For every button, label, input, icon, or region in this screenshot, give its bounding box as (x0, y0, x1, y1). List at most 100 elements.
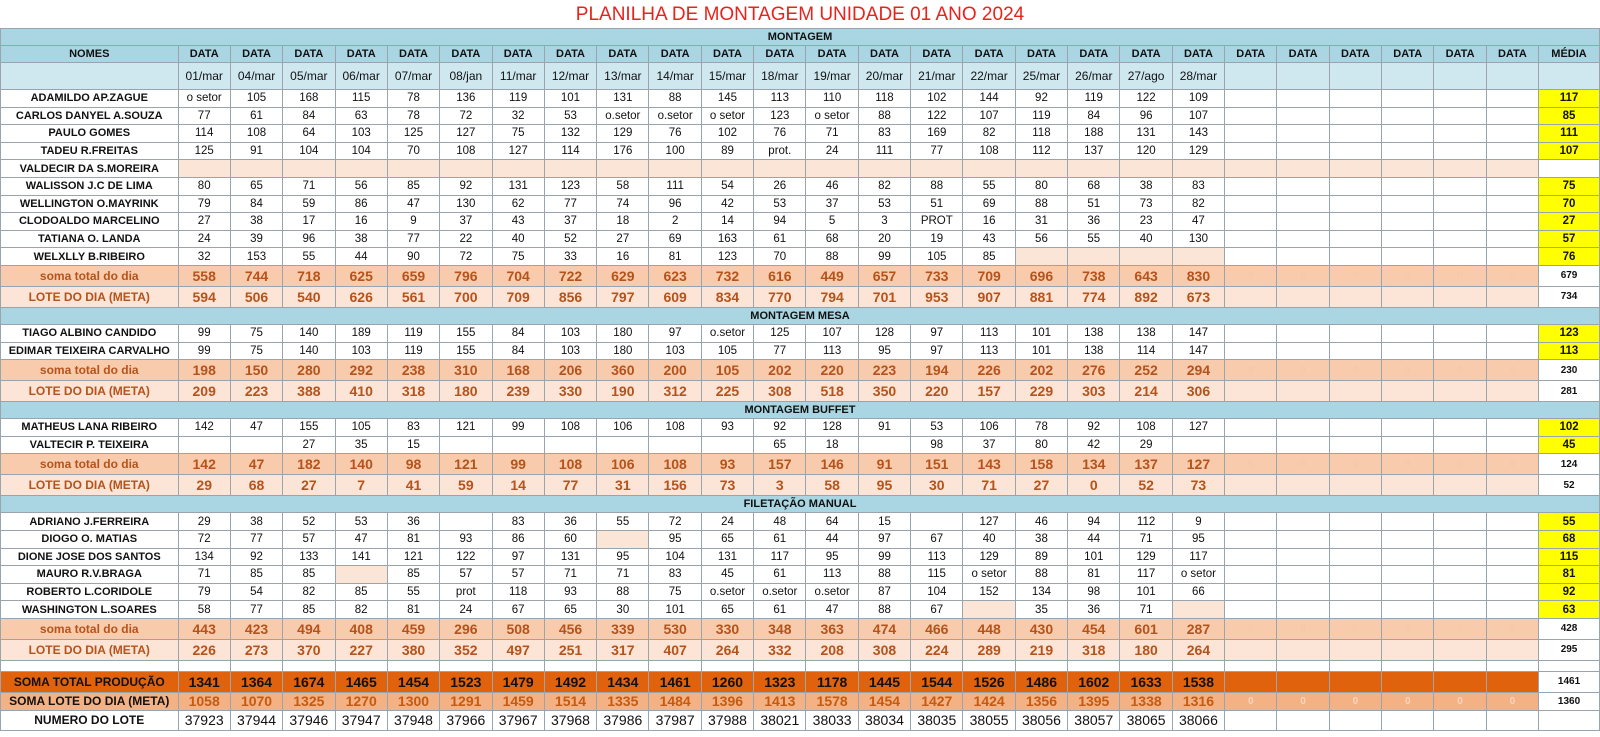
production-cell[interactable]: 43 (491, 212, 545, 231)
production-cell[interactable] (1433, 159, 1487, 178)
production-cell[interactable]: 85 (229, 565, 284, 584)
production-cell[interactable]: 141 (334, 547, 388, 567)
production-cell[interactable]: 36 (1067, 212, 1121, 231)
production-cell[interactable]: 125 (177, 141, 231, 161)
production-cell[interactable]: 81 (1067, 565, 1121, 584)
production-cell[interactable]: 19 (910, 229, 964, 249)
production-cell[interactable] (910, 159, 964, 178)
production-cell[interactable]: 94 (1067, 512, 1121, 531)
production-cell[interactable] (229, 435, 284, 455)
production-cell[interactable]: 14 (700, 212, 755, 231)
production-cell[interactable]: 71 (596, 565, 650, 584)
production-cell[interactable] (1328, 435, 1383, 455)
production-cell[interactable]: 61 (229, 106, 284, 126)
production-cell[interactable] (1381, 229, 1435, 249)
production-cell[interactable] (1381, 176, 1435, 196)
production-cell[interactable]: 153 (229, 247, 284, 266)
production-cell[interactable]: 99 (857, 247, 912, 266)
production-cell[interactable]: 97 (857, 529, 912, 549)
production-cell[interactable]: 39 (229, 229, 284, 249)
production-cell[interactable]: 87 (857, 582, 912, 602)
production-cell[interactable] (1171, 600, 1226, 619)
production-cell[interactable]: 75 (648, 582, 702, 602)
production-cell[interactable] (1276, 435, 1330, 455)
production-cell[interactable]: 72 (439, 247, 493, 266)
production-cell[interactable] (1433, 106, 1487, 126)
production-cell[interactable]: 80 (1014, 176, 1069, 196)
production-cell[interactable]: 84 (491, 341, 545, 361)
production-cell[interactable]: 140 (282, 341, 336, 361)
production-cell[interactable] (1485, 341, 1540, 361)
production-cell[interactable]: 107 (805, 323, 859, 343)
production-cell[interactable] (857, 435, 912, 455)
production-cell[interactable]: 67 (910, 600, 964, 619)
production-cell[interactable]: 85 (334, 582, 388, 602)
production-cell[interactable] (1276, 547, 1330, 567)
production-cell[interactable] (1328, 229, 1383, 249)
production-cell[interactable]: 74 (596, 194, 650, 214)
production-cell[interactable] (334, 565, 388, 584)
production-cell[interactable]: 47 (334, 529, 388, 549)
production-cell[interactable] (1381, 512, 1435, 531)
production-cell[interactable]: 53 (753, 194, 807, 214)
production-cell[interactable]: 69 (962, 194, 1016, 214)
production-cell[interactable]: 109 (1171, 89, 1226, 108)
production-cell[interactable] (1433, 547, 1487, 567)
production-cell[interactable] (1328, 565, 1383, 584)
production-cell[interactable]: 54 (700, 176, 755, 196)
production-cell[interactable]: 72 (439, 106, 493, 126)
production-cell[interactable] (439, 159, 493, 178)
production-cell[interactable]: 120 (1119, 141, 1173, 161)
production-cell[interactable] (439, 512, 493, 531)
production-cell[interactable]: 131 (1119, 124, 1173, 143)
production-cell[interactable] (1381, 547, 1435, 567)
production-cell[interactable]: 111 (648, 176, 702, 196)
production-cell[interactable]: 131 (491, 176, 545, 196)
production-cell[interactable]: 59 (282, 194, 336, 214)
production-cell[interactable] (177, 159, 231, 178)
production-cell[interactable]: 42 (1067, 435, 1121, 455)
production-cell[interactable]: 55 (386, 582, 441, 602)
production-cell[interactable]: o.setor (596, 106, 650, 126)
production-cell[interactable] (1328, 600, 1383, 619)
production-cell[interactable]: 68 (805, 229, 859, 249)
production-cell[interactable]: 114 (177, 124, 231, 143)
production-cell[interactable]: 89 (1014, 547, 1069, 567)
production-cell[interactable]: 71 (282, 176, 336, 196)
production-cell[interactable] (1276, 89, 1330, 108)
production-cell[interactable]: 108 (439, 141, 493, 161)
production-cell[interactable]: 51 (910, 194, 964, 214)
production-cell[interactable]: 79 (177, 582, 231, 602)
production-cell[interactable]: 65 (229, 176, 284, 196)
production-cell[interactable]: 27 (282, 435, 336, 455)
production-cell[interactable] (1276, 194, 1330, 214)
production-cell[interactable]: 128 (857, 323, 912, 343)
production-cell[interactable]: 84 (491, 323, 545, 343)
production-cell[interactable] (1224, 582, 1278, 602)
production-cell[interactable] (1433, 124, 1487, 143)
production-cell[interactable]: 114 (543, 141, 598, 161)
production-cell[interactable] (1485, 565, 1540, 584)
production-cell[interactable]: 48 (753, 512, 807, 531)
production-cell[interactable]: 123 (543, 176, 598, 196)
production-cell[interactable]: 78 (386, 106, 441, 126)
production-cell[interactable]: 95 (857, 341, 912, 361)
production-cell[interactable]: 104 (910, 582, 964, 602)
production-cell[interactable]: 117 (1119, 565, 1173, 584)
production-cell[interactable] (1485, 106, 1540, 126)
production-cell[interactable]: 131 (596, 89, 650, 108)
production-cell[interactable]: 77 (229, 600, 284, 619)
production-cell[interactable] (1276, 418, 1330, 437)
production-cell[interactable] (1276, 247, 1330, 266)
production-cell[interactable] (1171, 159, 1226, 178)
production-cell[interactable]: 2 (648, 212, 702, 231)
production-cell[interactable]: 70 (386, 141, 441, 161)
production-cell[interactable]: 56 (334, 176, 388, 196)
production-cell[interactable] (1328, 418, 1383, 437)
production-cell[interactable]: 38 (229, 212, 284, 231)
production-cell[interactable] (1276, 600, 1330, 619)
production-cell[interactable]: 75 (229, 323, 284, 343)
production-cell[interactable]: 145 (700, 89, 755, 108)
production-cell[interactable] (1433, 212, 1487, 231)
production-cell[interactable] (1485, 529, 1540, 549)
